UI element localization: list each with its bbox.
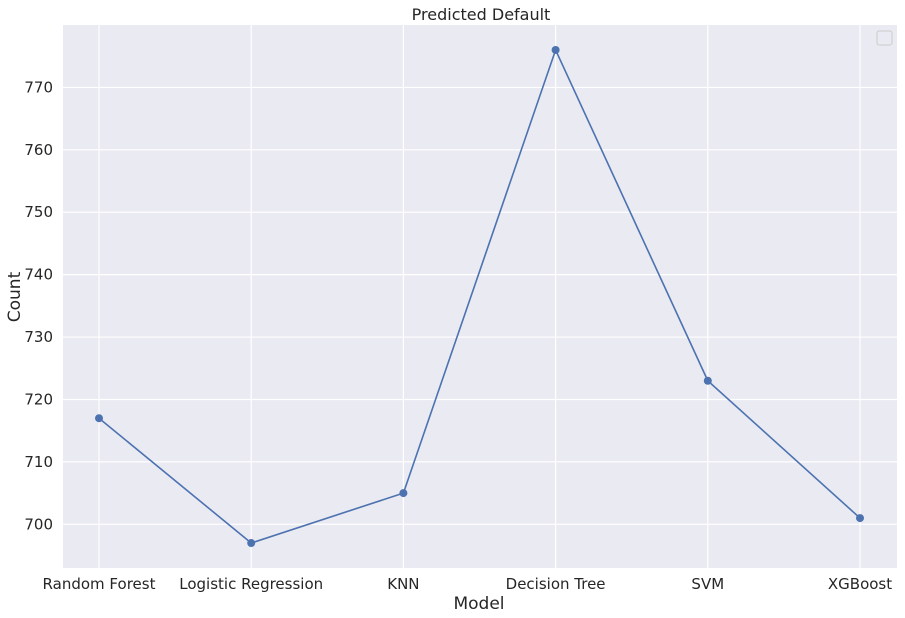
y-ticks: 700 710 720 730 740 750 760 770 xyxy=(24,78,53,533)
data-point xyxy=(703,376,712,385)
x-ticks: Random Forest Logistic Regression KNN Decis… xyxy=(43,575,893,593)
x-tick-label: XGBoost xyxy=(828,575,892,593)
chart-title: Predicted Default xyxy=(412,5,551,24)
y-tick-label: 740 xyxy=(24,266,53,284)
x-tick-label: SVM xyxy=(691,575,724,593)
y-tick-label: 730 xyxy=(24,328,53,346)
legend-box xyxy=(876,30,893,46)
y-axis-label: Count xyxy=(5,271,25,322)
x-axis-label: Model xyxy=(453,594,504,614)
series-line xyxy=(98,49,861,544)
y-tick-label: 760 xyxy=(24,141,53,159)
y-tick-label: 700 xyxy=(24,515,53,533)
data-point xyxy=(399,489,408,498)
data-point xyxy=(551,45,560,54)
data-point xyxy=(247,539,256,548)
x-tick-label: Logistic Regression xyxy=(179,575,323,593)
y-tick-label: 710 xyxy=(24,453,53,471)
x-tick-label: KNN xyxy=(387,575,419,593)
series xyxy=(95,45,864,548)
plot-area xyxy=(63,25,897,568)
y-tick-label: 750 xyxy=(24,203,53,221)
data-point xyxy=(95,414,103,423)
grid xyxy=(63,25,897,568)
x-tick-label: Decision Tree xyxy=(506,575,606,593)
y-tick-label: 720 xyxy=(24,390,53,408)
data-point xyxy=(856,514,864,523)
y-tick-label: 770 xyxy=(24,78,53,96)
x-tick-label: Random Forest xyxy=(43,575,156,593)
